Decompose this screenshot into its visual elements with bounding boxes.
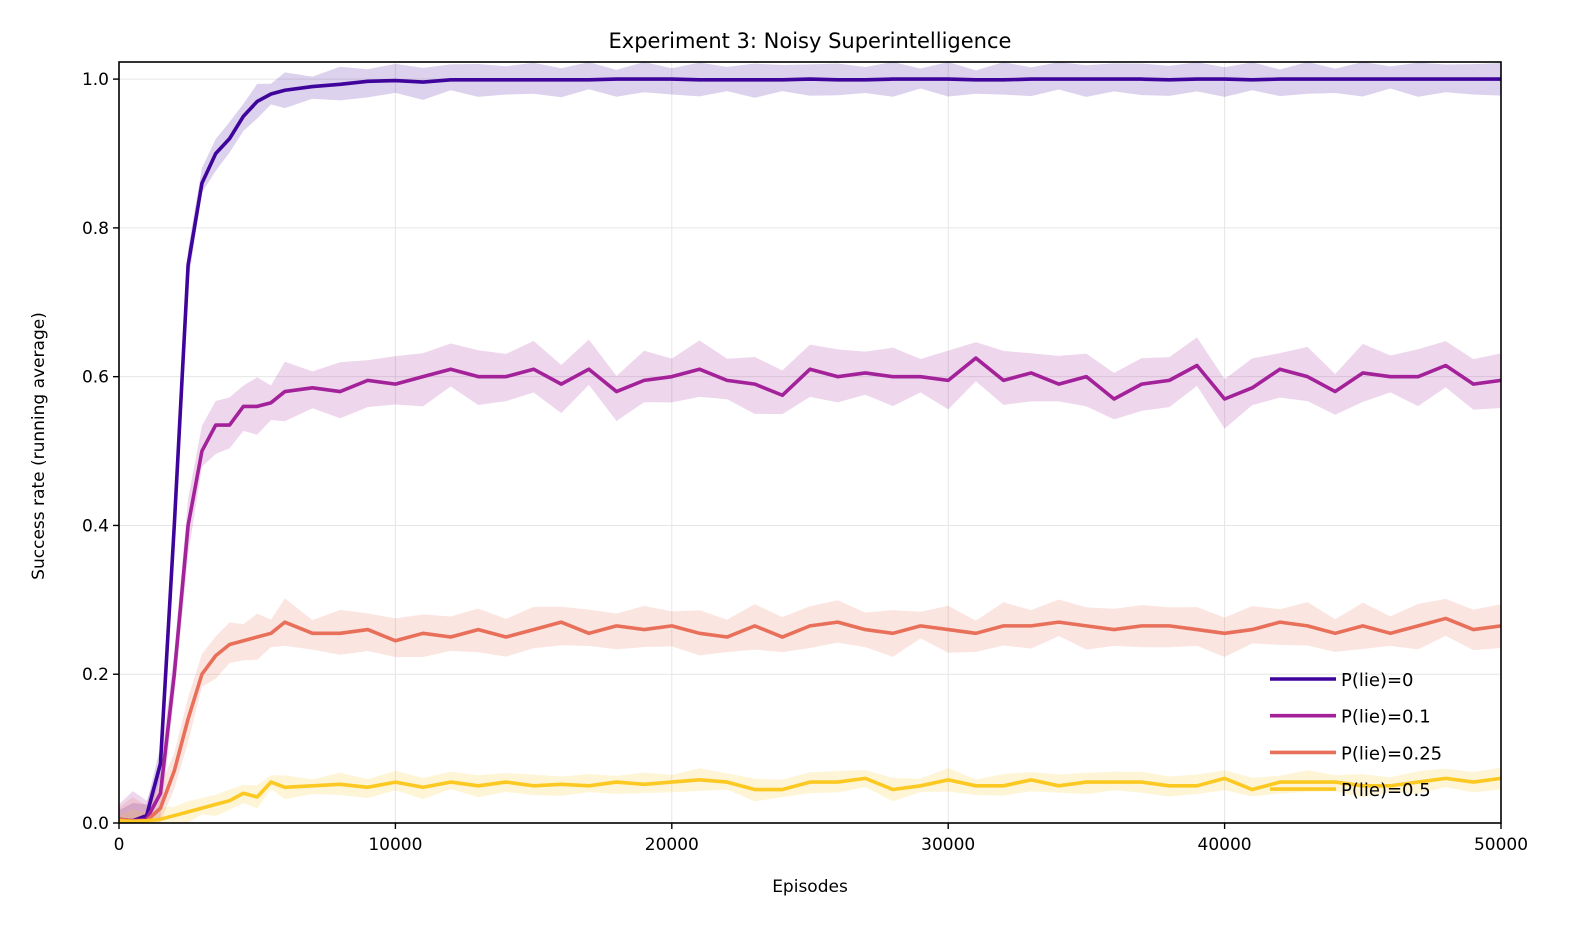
grid-lines [118, 62, 1502, 824]
confidence-bands [119, 62, 1501, 823]
y-tick-label: 0.2 [82, 665, 109, 685]
y-tick-label: 0.8 [82, 219, 109, 239]
series-lines [118, 77, 1502, 824]
confidence-band-0 [119, 62, 1501, 823]
legend: P(lie)=0 P(lie)=0.1 P(lie)=0.25 P(lie)=0.5 [1270, 670, 1442, 801]
plot-frame [118, 61, 1502, 824]
y-tick-label: 0.4 [82, 516, 109, 536]
x-tick-label: 30000 [921, 835, 975, 855]
x-axis-ticks: 0 10000 20000 30000 40000 50000 [114, 823, 1528, 855]
series-line-1 [118, 356, 1502, 823]
x-tick-label: 40000 [1198, 835, 1252, 855]
x-tick-label: 50000 [1474, 835, 1528, 855]
y-tick-label: 0.6 [82, 368, 109, 388]
x-tick-label: 10000 [368, 835, 422, 855]
series-line-2 [118, 616, 1502, 823]
legend-label-3: P(lie)=0.5 [1341, 780, 1431, 801]
confidence-band-1 [119, 337, 1501, 823]
series-line-0 [118, 77, 1501, 823]
legend-label-2: P(lie)=0.25 [1341, 743, 1442, 764]
legend-label-1: P(lie)=0.1 [1341, 707, 1431, 728]
y-axis-label: Success rate (running average) [29, 312, 49, 580]
series-line-3 [118, 776, 1502, 824]
y-tick-label: 1.0 [82, 70, 109, 90]
x-axis-label: Episodes [772, 877, 848, 897]
confidence-band-2 [119, 598, 1501, 823]
y-axis-ticks: 0.0 0.2 0.4 0.6 0.8 1.0 [82, 70, 119, 834]
chart-title: Experiment 3: Noisy Superintelligence [609, 29, 1012, 53]
y-tick-label: 0.0 [82, 814, 109, 834]
x-tick-label: 0 [114, 835, 125, 855]
x-tick-label: 20000 [645, 835, 699, 855]
legend-label-0: P(lie)=0 [1341, 670, 1414, 691]
confidence-band-3 [119, 767, 1501, 823]
